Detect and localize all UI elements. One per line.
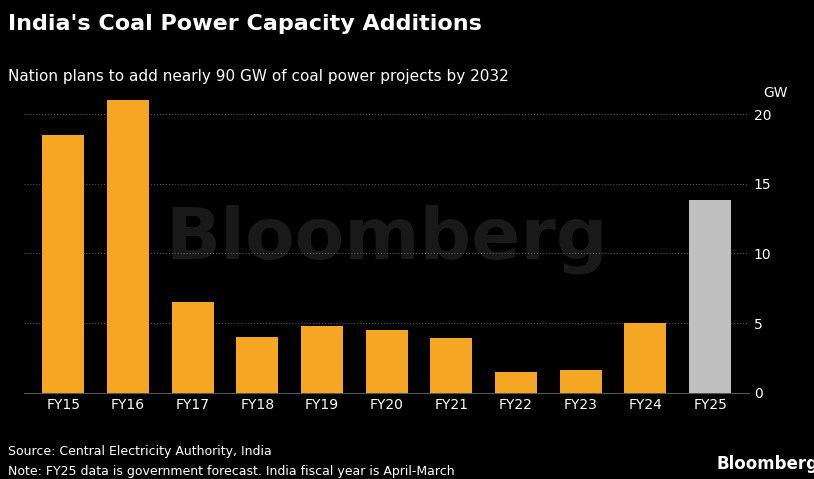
Text: Nation plans to add nearly 90 GW of coal power projects by 2032: Nation plans to add nearly 90 GW of coal… xyxy=(8,69,509,84)
Bar xyxy=(42,135,85,393)
Bar xyxy=(236,337,278,393)
Text: Bloomberg: Bloomberg xyxy=(716,455,814,473)
Bar xyxy=(107,100,149,393)
Bar xyxy=(301,326,343,393)
Bar xyxy=(560,370,602,393)
Bar xyxy=(689,201,731,393)
Text: India's Coal Power Capacity Additions: India's Coal Power Capacity Additions xyxy=(8,14,482,34)
Text: GW: GW xyxy=(764,86,788,100)
Text: Source: Central Electricity Authority, India: Source: Central Electricity Authority, I… xyxy=(8,445,272,458)
Text: Note: FY25 data is government forecast. India fiscal year is April-March: Note: FY25 data is government forecast. … xyxy=(8,465,455,478)
Bar xyxy=(624,323,667,393)
Bar xyxy=(365,330,408,393)
Bar xyxy=(431,339,472,393)
Bar xyxy=(495,372,537,393)
Bar xyxy=(172,302,213,393)
Text: Bloomberg: Bloomberg xyxy=(165,205,608,274)
